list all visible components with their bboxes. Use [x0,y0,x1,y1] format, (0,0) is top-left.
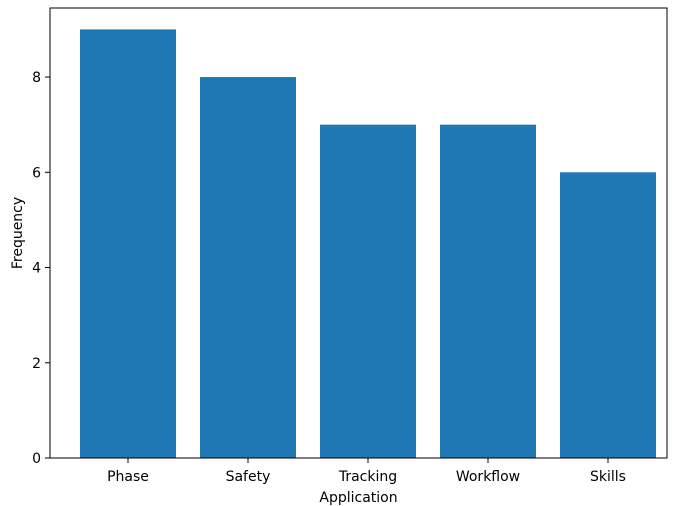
bar-phase [80,29,176,459]
x-tick-label: Safety [226,469,271,485]
bar-safety [200,77,296,459]
bars-group [80,29,656,459]
x-axis: Phase Safety Tracking Workflow Skills [107,458,626,485]
bar-workflow [440,124,536,459]
x-axis-label: Application [319,490,397,506]
y-tick-label: 6 [32,165,41,181]
x-tick-label: Workflow [456,469,520,485]
y-tick-label: 4 [32,261,41,277]
y-tick-label: 2 [32,356,41,372]
y-tick-label: 0 [32,451,41,467]
bar-skills [560,172,656,459]
x-tick-label: Phase [107,469,149,485]
x-tick-label: Skills [590,469,626,485]
y-axis: 0 2 4 6 8 [32,70,50,467]
x-tick-label: Tracking [338,469,397,485]
y-axis-label: Frequency [10,197,26,269]
y-tick-label: 8 [32,70,41,86]
bar-tracking [320,124,416,459]
plot-frame [49,7,668,459]
